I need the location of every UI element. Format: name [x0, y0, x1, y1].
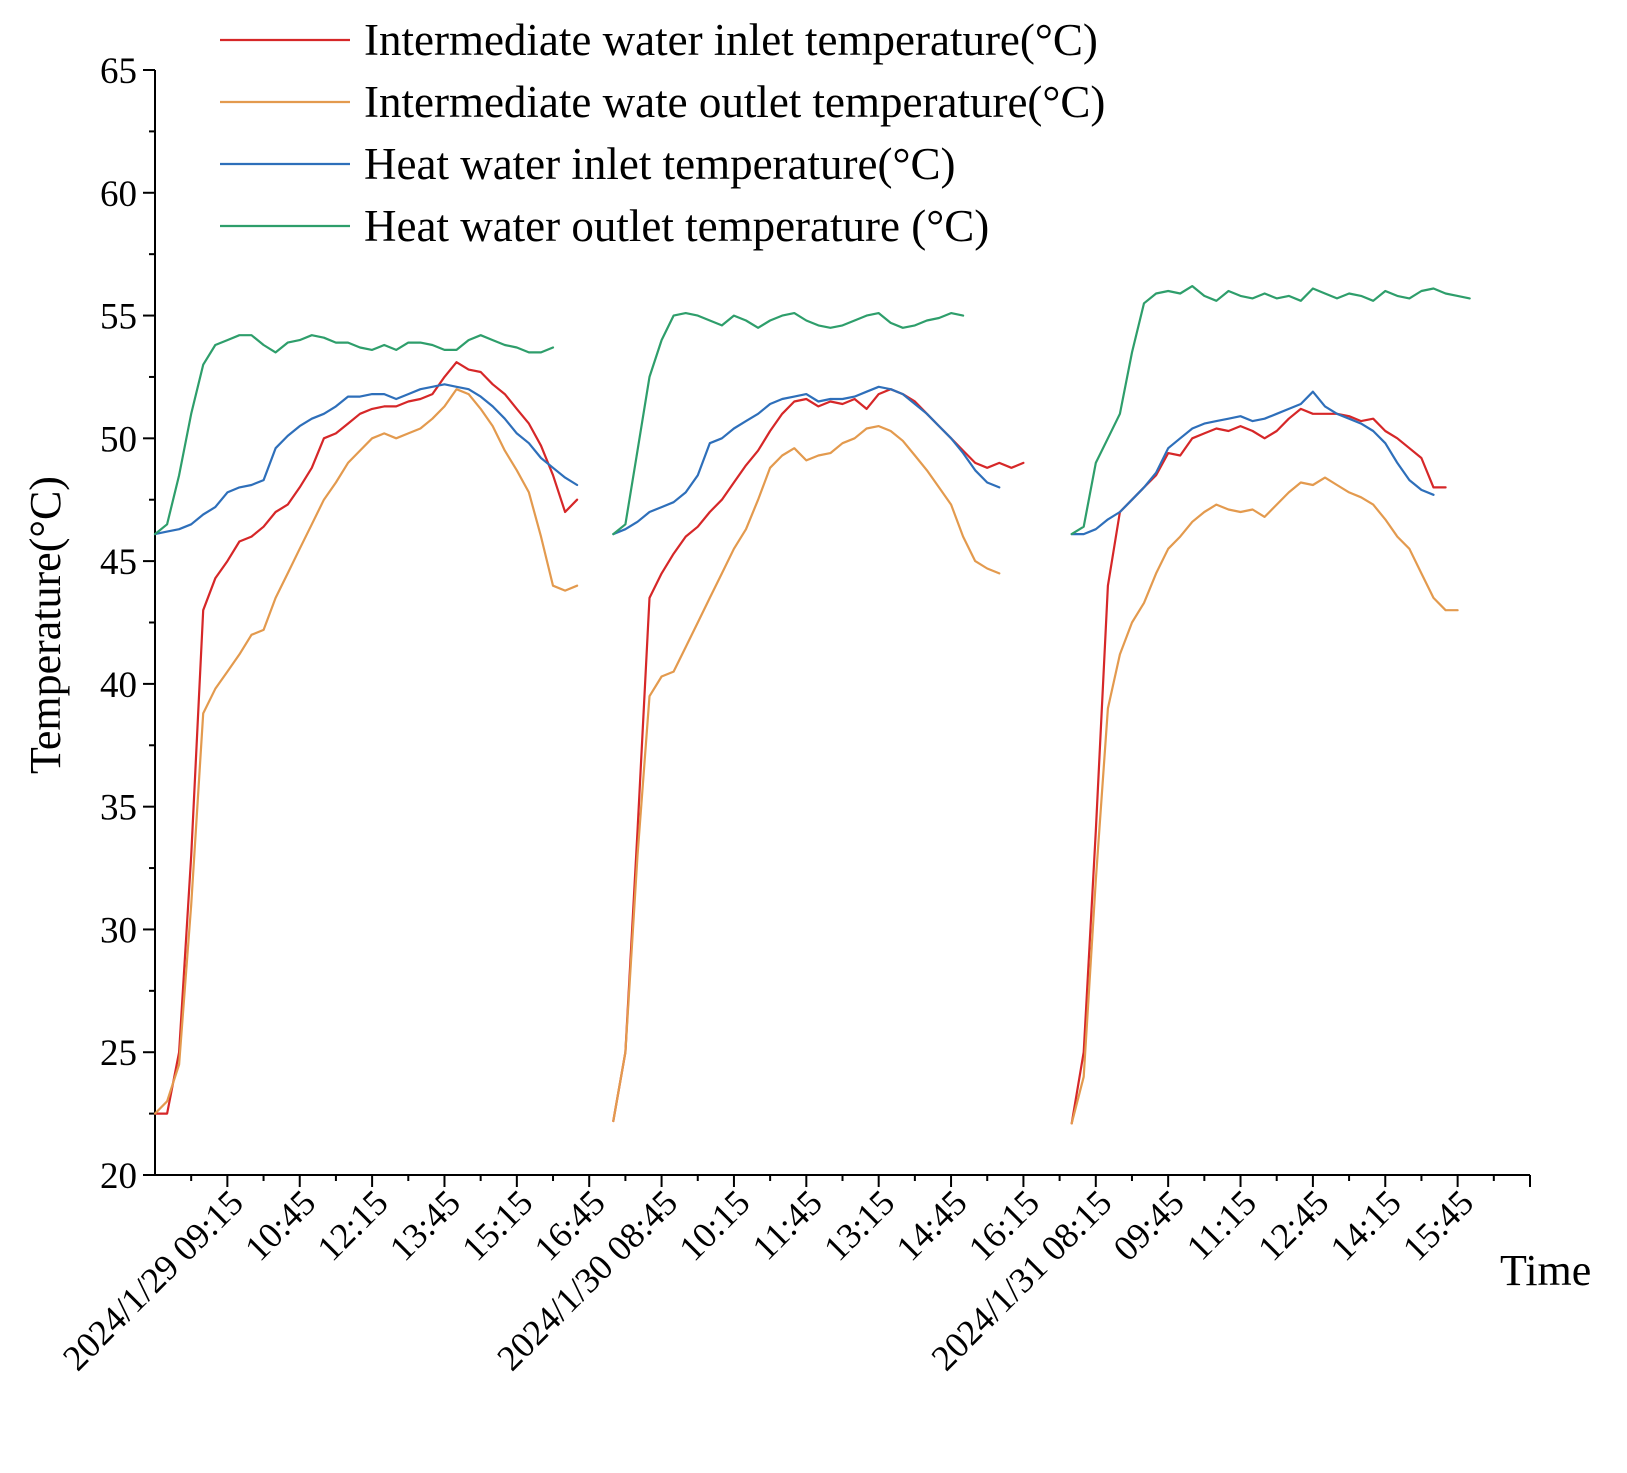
series-2-day-2-line [612, 425, 1001, 1123]
y-tick-label: 35 [100, 788, 137, 829]
y-tick-label: 30 [100, 910, 137, 951]
y-axis-title: Temperature(°C) [21, 476, 70, 774]
x-tick-label: 13:15 [816, 1182, 902, 1268]
x-axis-ticks: 2024/1/29 09:1510:4512:1513:4515:1516:45… [55, 1175, 1531, 1378]
x-tick-label: 09:45 [1105, 1182, 1191, 1268]
x-tick-label: 15:45 [1395, 1182, 1481, 1268]
series-2-day-1-line [153, 388, 579, 1115]
series-4-day-2-line [612, 312, 965, 536]
series-1-day-3-line [1070, 407, 1447, 1125]
y-tick-label: 45 [100, 542, 137, 583]
legend-label-4: Heat water outlet temperature (°C) [364, 201, 989, 251]
x-tick-label: 10:45 [237, 1182, 323, 1268]
x-tick-label: 15:15 [454, 1182, 540, 1268]
x-tick-label: 2024/1/29 09:15 [55, 1182, 251, 1378]
y-tick-label: 65 [100, 51, 137, 92]
y-tick-label: 55 [100, 297, 137, 338]
y-tick-label: 60 [100, 174, 137, 215]
y-axis-ticks: 20 25 30 35 40 45 50 55 60 65 [100, 51, 155, 1197]
series-3-day-1-line [153, 383, 579, 536]
legend-label-2: Intermediate wate outlet temperature(°C) [364, 77, 1105, 127]
series-2-day-3-line [1070, 476, 1459, 1125]
y-tick-label: 20 [100, 1156, 137, 1197]
series-1-day-2-line [612, 388, 1025, 1123]
x-tick-label: 11:15 [1179, 1182, 1264, 1267]
x-tick-label: 14:45 [888, 1182, 974, 1268]
y-tick-label: 25 [100, 1033, 137, 1074]
x-tick-label: 14:15 [1323, 1182, 1409, 1268]
series-lines [153, 285, 1471, 1125]
legend-label-3: Heat water inlet temperature(°C) [364, 139, 955, 189]
legend-label-1: Intermediate water inlet temperature(°C) [364, 15, 1098, 65]
series-3-day-2-line [612, 385, 1001, 536]
x-axis-title: Time [1500, 1246, 1591, 1295]
series-3-day-3-line [1070, 390, 1435, 536]
x-tick-label: 10:15 [671, 1182, 757, 1268]
y-tick-label: 40 [100, 665, 137, 706]
x-tick-label: 12:45 [1250, 1182, 1336, 1268]
series-4-day-1-line [153, 334, 555, 536]
series-4-day-3-line [1070, 285, 1471, 536]
x-tick-label: 11:45 [745, 1182, 830, 1267]
legend: Intermediate water inlet temperature(°C)… [220, 15, 1105, 251]
y-tick-label: 50 [100, 419, 137, 460]
x-tick-label: 13:45 [382, 1182, 468, 1268]
x-tick-label: 12:15 [309, 1182, 395, 1268]
series-1-day-1-line [153, 361, 579, 1115]
